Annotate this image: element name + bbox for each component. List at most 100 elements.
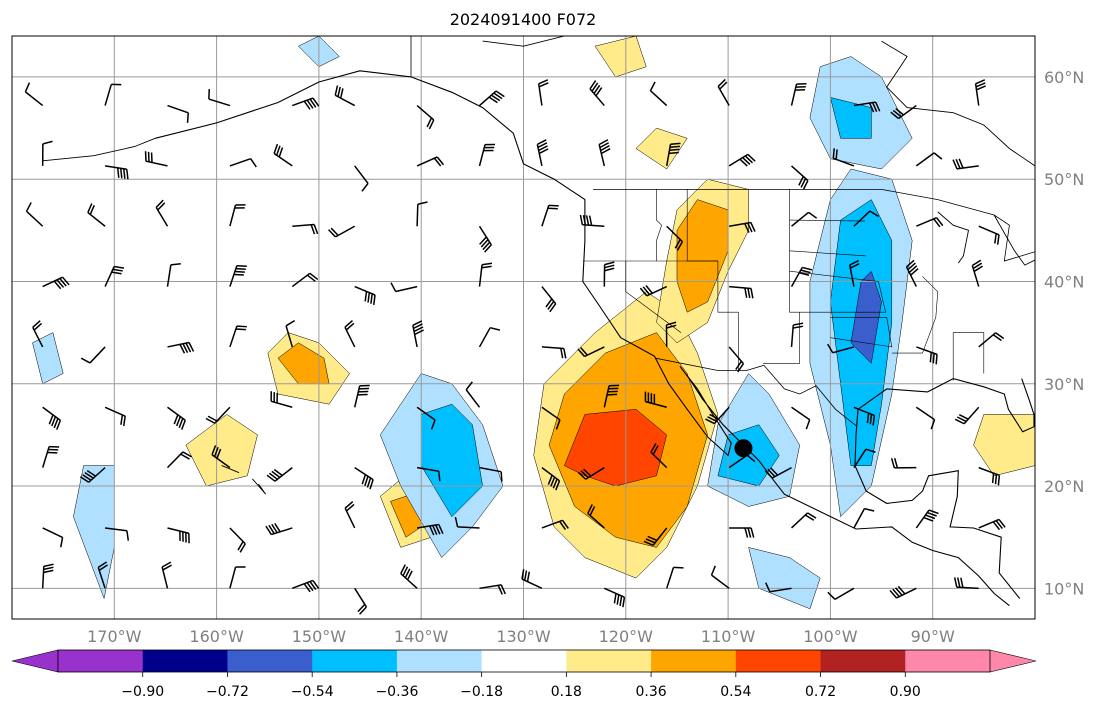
colorbar-tick-label: 0.18 — [551, 684, 582, 700]
wind-barb — [790, 83, 807, 106]
wind-barb — [285, 319, 296, 348]
positive-anomaly-region — [185, 414, 258, 487]
wind-barb — [41, 563, 54, 589]
negative-anomaly-region — [830, 97, 872, 139]
wind-barb — [104, 406, 126, 427]
wind-barb — [400, 564, 418, 589]
coastline — [252, 478, 267, 495]
wind-barb — [167, 104, 190, 123]
negative-anomaly-region — [32, 332, 64, 385]
colorbar-segment — [735, 650, 822, 672]
wind-barb — [915, 406, 936, 430]
wind-barb — [541, 204, 559, 227]
wind-barb — [953, 577, 979, 590]
wind-barb — [479, 584, 507, 595]
wind-barb — [853, 210, 879, 227]
positive-anomaly-region — [277, 342, 330, 385]
wind-barb — [166, 451, 192, 469]
wind-barb — [889, 585, 917, 599]
wind-barb — [208, 89, 231, 107]
wind-barb — [790, 266, 813, 287]
wind-barb — [589, 80, 605, 107]
wind-barb — [848, 259, 860, 287]
coastline — [993, 214, 1035, 266]
wind-barb — [916, 346, 938, 365]
coastline — [482, 36, 565, 47]
wind-barb — [270, 391, 293, 409]
wind-barb — [827, 343, 855, 354]
wind-barb — [604, 587, 626, 608]
latitude-tick-label: 10°N — [1044, 579, 1084, 598]
wind-barb — [292, 223, 319, 235]
wind-barb — [978, 332, 1005, 348]
wind-barb — [537, 79, 549, 106]
wind-barb — [644, 391, 667, 409]
wind-barb — [79, 467, 106, 483]
wind-barb — [853, 448, 876, 469]
colorbar: −0.90 −0.72 −0.54 −0.36 −0.18 0.18 0.36 0.54 0.7… — [11, 649, 1037, 700]
colorbar-segment — [651, 650, 737, 672]
colorbar-tick-label: 0.90 — [890, 684, 921, 700]
wind-barb — [478, 225, 492, 253]
wind-barb — [266, 467, 293, 482]
wind-barb — [728, 153, 756, 167]
state-border — [830, 317, 893, 348]
negative-anomaly-region — [73, 465, 115, 600]
colorbar-extend-high — [989, 649, 1037, 673]
wind-barb — [790, 322, 804, 347]
wind-barb — [167, 527, 190, 544]
colorbar-extend-low — [11, 649, 59, 673]
wind-barb — [978, 518, 1006, 531]
colorbar-segment — [396, 650, 483, 672]
wind-barb — [587, 504, 605, 529]
wind-barb — [764, 466, 792, 479]
wind-barb — [598, 139, 611, 167]
wind-barb — [665, 321, 677, 347]
graticule-grid — [12, 36, 1035, 619]
state-border — [686, 189, 739, 371]
colorbar-tick-label: 0.72 — [805, 684, 836, 700]
wind-barb — [41, 140, 53, 166]
wind-barb — [155, 199, 169, 227]
wind-barb — [478, 262, 493, 287]
wind-barb — [905, 259, 919, 287]
wind-barb — [229, 566, 246, 589]
filled-circle-marker — [734, 439, 753, 458]
wind-barb — [104, 165, 129, 180]
wind-barb — [42, 276, 70, 290]
wind-barb — [479, 466, 503, 482]
state-border — [789, 270, 886, 313]
wind-barb — [728, 454, 756, 469]
wind-barb — [791, 406, 811, 430]
longitude-tick-label: 140°W — [394, 627, 449, 646]
wind-barb — [292, 97, 320, 110]
coastline — [937, 211, 970, 264]
wind-barb — [478, 326, 501, 348]
wind-barb — [791, 165, 809, 190]
wind-barb — [273, 143, 293, 167]
wind-barb — [416, 201, 428, 227]
wind-barb — [665, 142, 681, 167]
wind-barb — [577, 466, 605, 480]
map-frame — [11, 35, 1036, 620]
colorbar-tick-label: −0.54 — [291, 684, 334, 700]
wind-barb — [412, 320, 424, 348]
coastline — [857, 378, 1035, 433]
state-border — [625, 261, 682, 333]
longitude-tick-label: 150°W — [292, 627, 347, 646]
wind-barb — [205, 406, 231, 424]
wind-barb — [354, 165, 369, 192]
wind-barb — [42, 406, 62, 430]
wind-barb — [354, 285, 376, 306]
wind-barb — [353, 384, 370, 408]
positive-anomaly-region — [594, 36, 647, 78]
coastline — [881, 40, 1035, 167]
wind-barb — [104, 265, 125, 287]
wind-barb — [354, 466, 374, 490]
wind-barb — [541, 406, 561, 430]
wind-barb — [229, 527, 246, 553]
positive-anomaly-region — [564, 409, 667, 487]
negative-anomaly-region — [748, 547, 821, 610]
colorbar-segment — [905, 650, 991, 672]
